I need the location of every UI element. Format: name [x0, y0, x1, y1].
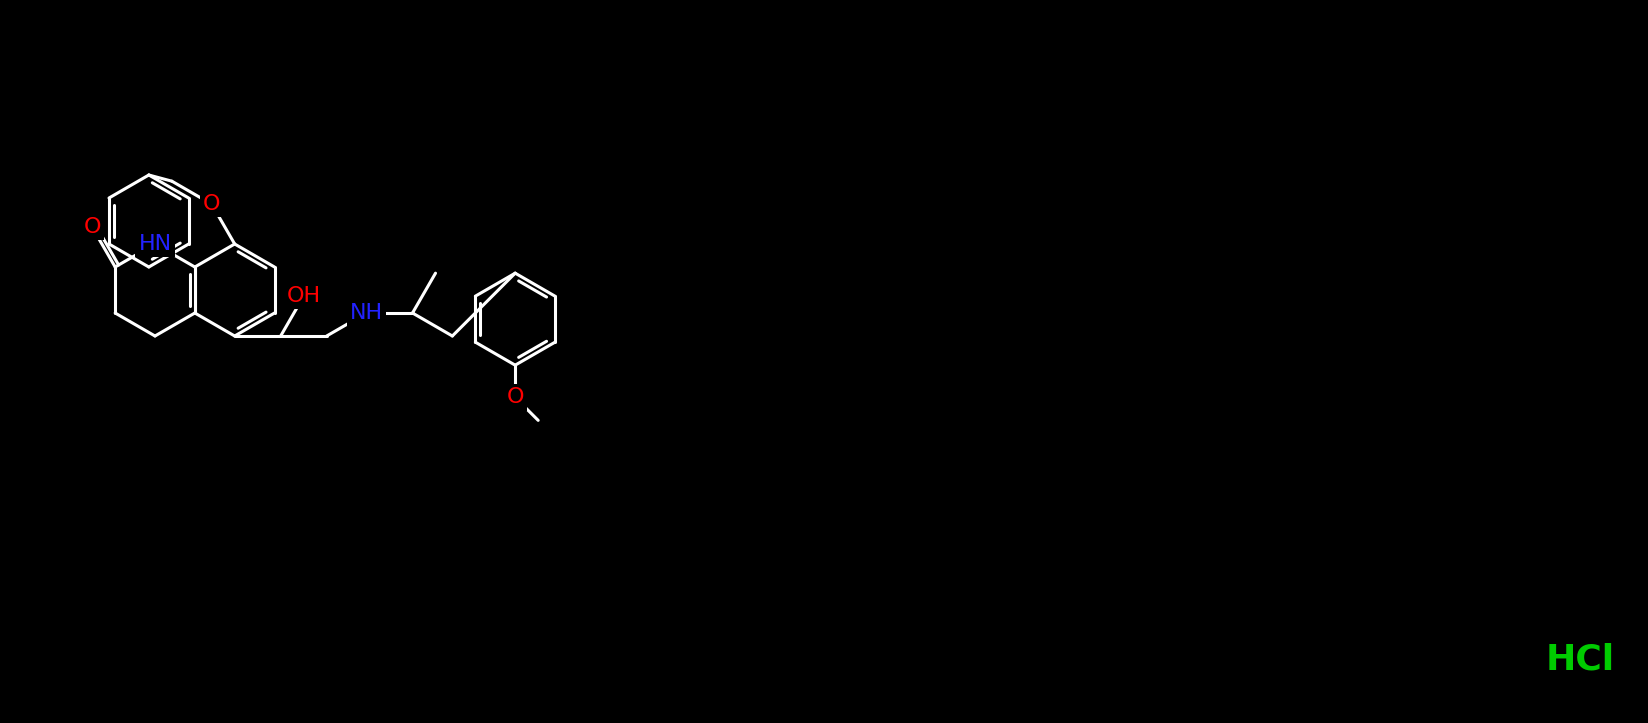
- Text: O: O: [506, 388, 524, 407]
- Text: HCl: HCl: [1546, 643, 1615, 677]
- Text: O: O: [84, 217, 101, 237]
- Text: OH: OH: [287, 286, 321, 306]
- Text: O: O: [203, 194, 221, 214]
- Text: HN: HN: [138, 234, 171, 254]
- Text: NH: NH: [349, 303, 382, 323]
